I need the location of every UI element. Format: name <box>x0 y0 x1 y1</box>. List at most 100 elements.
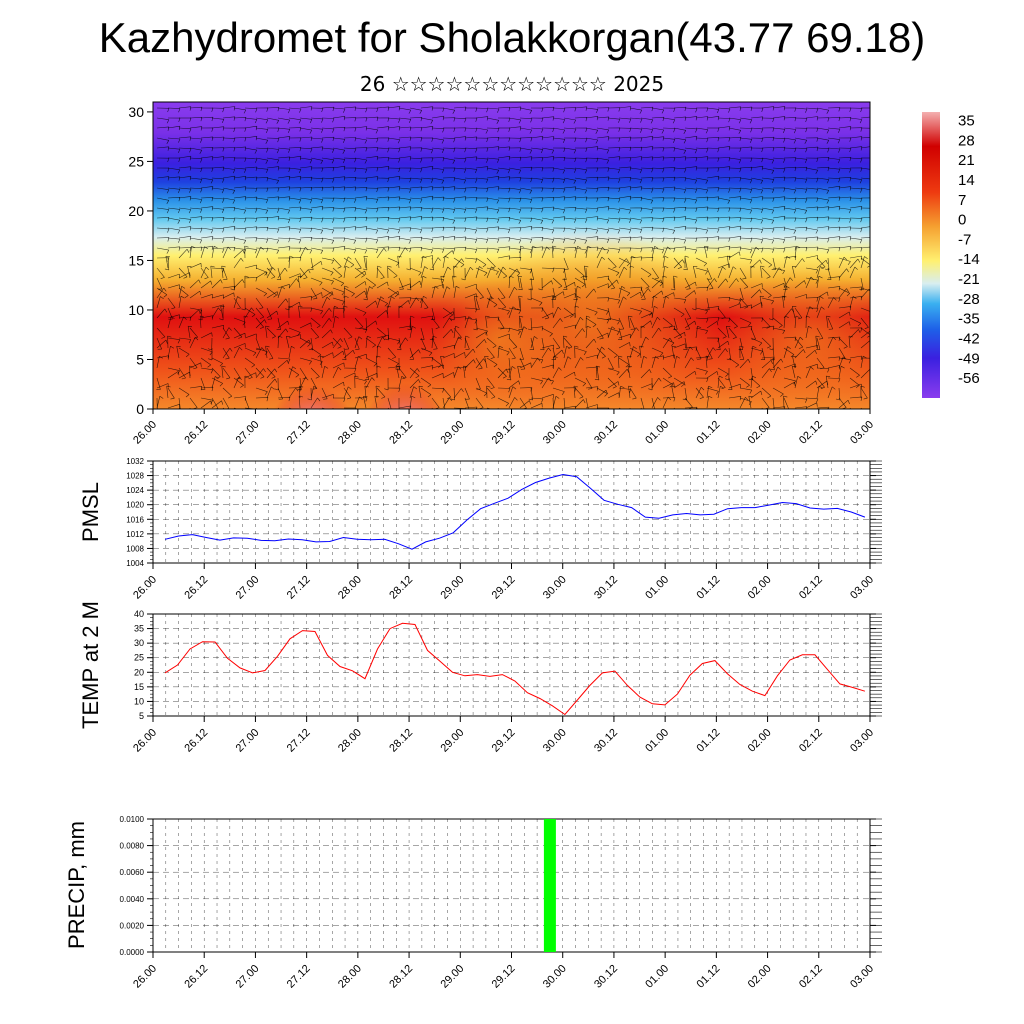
wind-barb-flag <box>527 328 532 331</box>
wind-barb <box>200 397 213 401</box>
wind-barb <box>288 176 301 179</box>
wind-barb <box>563 127 577 130</box>
wind-barb-flag <box>408 109 412 114</box>
heatmap-x-tick-label: 28.00 <box>336 419 364 447</box>
wind-barb-flag <box>331 159 335 164</box>
wind-barb-flag <box>440 275 445 278</box>
wind-barb <box>431 257 439 269</box>
wind-barb <box>684 177 697 181</box>
wind-barb-flag <box>288 186 291 191</box>
wind-barb <box>772 267 780 279</box>
wind-barb-flag <box>310 106 313 111</box>
wind-barb-flag <box>680 314 685 318</box>
wind-barb-flag <box>562 129 566 134</box>
wind-barb-flag <box>486 206 489 211</box>
wind-barb-flag <box>398 305 403 308</box>
wind-barb-flag <box>184 295 189 298</box>
wind-barb <box>750 377 761 387</box>
wind-barb-flag <box>287 219 291 224</box>
wind-barb <box>640 288 649 299</box>
wind-barb-flag <box>717 157 720 162</box>
wind-barb-flag <box>618 127 621 132</box>
wind-barb <box>673 259 683 269</box>
wind-barb-flag <box>640 137 643 142</box>
wind-barb-flag <box>276 149 280 154</box>
wind-barb <box>783 336 797 339</box>
wind-barb-flag <box>242 249 245 254</box>
wind-barb <box>607 279 618 289</box>
wind-barb-flag <box>706 237 709 242</box>
temp2m-x-tick-label: 28.12 <box>387 727 415 755</box>
wind-barb <box>310 307 323 312</box>
wind-barb-flag <box>530 178 533 183</box>
wind-barb <box>486 347 495 358</box>
wind-barb-flag <box>706 148 709 153</box>
wind-barb <box>156 396 161 409</box>
wind-barb <box>640 106 654 109</box>
wind-barb <box>475 107 489 109</box>
wind-barb <box>243 315 246 329</box>
wind-barb-flag <box>623 266 628 271</box>
wind-barb-flag <box>254 149 258 154</box>
wind-barb-flag <box>559 318 563 322</box>
wind-barb-flag <box>651 238 654 243</box>
wind-barb-flag <box>848 321 851 326</box>
wind-barb-flag <box>534 336 538 339</box>
wind-barb <box>530 357 538 369</box>
wind-barb <box>387 236 400 239</box>
wind-barb <box>541 347 549 359</box>
wind-barb-flag <box>271 376 276 379</box>
wind-barb-flag <box>519 315 524 318</box>
wind-barb <box>838 157 852 159</box>
wind-barb-flag <box>167 168 170 172</box>
wind-barb-flag <box>210 280 213 285</box>
wind-barb <box>596 227 609 231</box>
wind-barb <box>816 296 821 309</box>
wind-barb <box>442 256 446 269</box>
wind-barb <box>189 137 203 140</box>
wind-barb <box>739 287 744 300</box>
wind-barb <box>640 197 653 201</box>
wind-barb-flag <box>760 209 764 214</box>
wind-barb-flag <box>342 139 346 144</box>
wind-barb-flag <box>695 116 698 121</box>
wind-barb <box>255 397 269 399</box>
wind-barb <box>618 146 632 149</box>
wind-barb <box>485 316 488 329</box>
wind-barb <box>299 176 313 179</box>
wind-barb <box>783 187 796 191</box>
wind-barb-flag <box>329 419 333 420</box>
wind-barb <box>607 156 620 159</box>
wind-barb-flag <box>420 186 423 191</box>
wind-barb <box>211 187 224 190</box>
wind-barb-flag <box>265 119 269 124</box>
wind-barb <box>563 267 567 280</box>
wind-barb-flag <box>802 258 805 262</box>
wind-barb <box>343 266 347 279</box>
wind-barb-flag <box>276 291 279 296</box>
wind-barb-flag <box>497 146 500 151</box>
wind-barb <box>761 237 774 241</box>
wind-barb <box>783 255 796 259</box>
wind-barb-flag <box>739 106 742 111</box>
wind-barb <box>222 327 230 339</box>
wind-barb-flag <box>288 358 291 363</box>
pmsl-x-tick-label: 28.00 <box>336 574 364 602</box>
wind-barb <box>827 286 840 289</box>
wind-barb-flag <box>537 357 541 362</box>
wind-barb <box>431 157 445 159</box>
wind-barb-flag <box>430 149 434 154</box>
wind-barb <box>398 283 411 289</box>
wind-barb-flag <box>340 338 343 343</box>
wind-barb-flag <box>665 296 670 299</box>
wind-barb <box>673 343 686 349</box>
wind-barb <box>673 332 685 339</box>
wind-barb <box>695 257 707 264</box>
wind-barb-flag <box>606 311 609 315</box>
wind-barb-flag <box>692 308 697 311</box>
wind-barb <box>684 277 691 289</box>
wind-barb-flag <box>574 282 576 287</box>
wind-barb <box>277 335 279 349</box>
temp2m-x-tick-label: 27.00 <box>234 727 262 755</box>
wind-barb-flag <box>278 335 283 338</box>
